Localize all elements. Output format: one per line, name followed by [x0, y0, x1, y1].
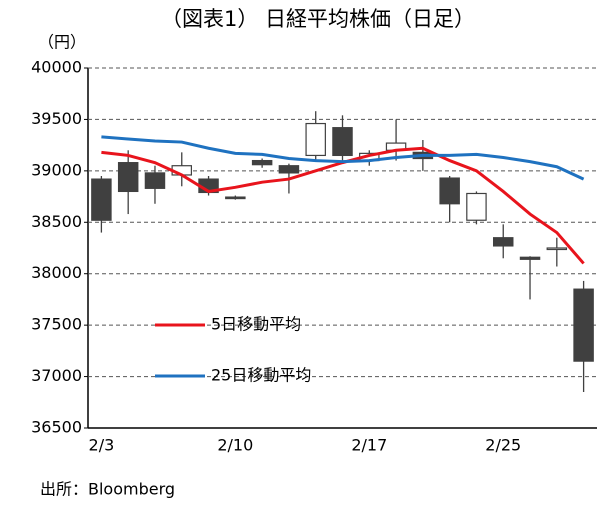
ma-line — [101, 135, 585, 181]
x-tick-label: 2/3 — [89, 436, 115, 455]
y-unit: （円） — [38, 33, 86, 52]
y-tick-label: 37500 — [31, 315, 82, 334]
x-tick-label: 2/25 — [485, 436, 521, 455]
candle-body — [466, 192, 487, 221]
candle-body — [305, 122, 326, 157]
x-tick-label: 2/17 — [351, 436, 387, 455]
candle-body — [117, 162, 139, 193]
candle-body — [278, 165, 300, 174]
y-tick-label: 39000 — [31, 160, 82, 179]
y-tick-label: 40000 — [31, 58, 82, 77]
candle-body — [546, 247, 568, 251]
candle-body — [332, 127, 353, 157]
candle-body — [91, 178, 112, 221]
legend-label: 25日移動平均 — [211, 366, 311, 385]
y-tick-label: 37000 — [31, 366, 82, 385]
candle-body — [573, 288, 594, 362]
candle-body — [519, 256, 541, 260]
y-tick-label: 36500 — [31, 418, 82, 437]
y-tick-label: 38000 — [31, 263, 82, 282]
x-tick-label: 2/10 — [217, 436, 253, 455]
candle-body — [251, 159, 273, 166]
chart-title: （図表1） 日経平均株価（日足） — [161, 7, 475, 31]
candle-body — [439, 177, 460, 205]
legend-label: 5日移動平均 — [211, 315, 301, 334]
candle-body — [144, 172, 166, 189]
y-tick-label: 39500 — [31, 109, 82, 128]
candle-body — [225, 196, 246, 200]
y-tick-label: 38500 — [31, 212, 82, 231]
candle-body — [492, 237, 514, 247]
source: 出所：Bloomberg — [40, 480, 175, 499]
